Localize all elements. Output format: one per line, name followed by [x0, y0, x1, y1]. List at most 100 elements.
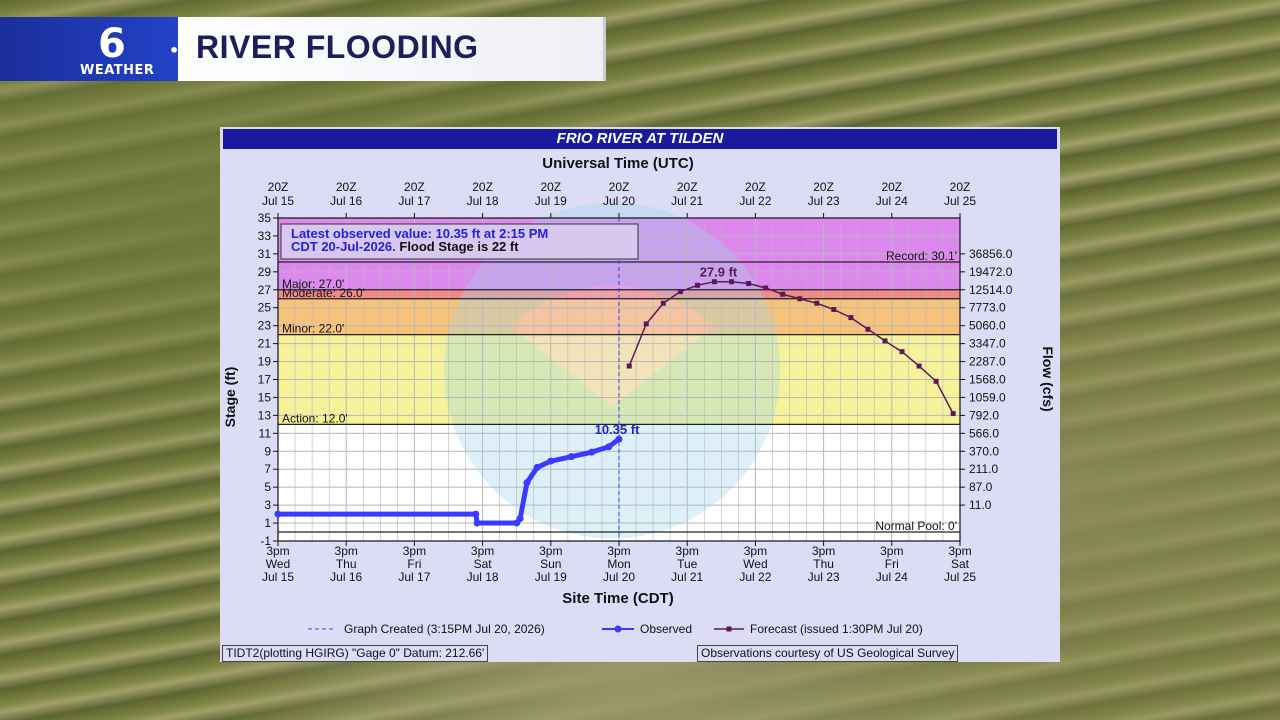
top-tick-label: 20Z — [404, 180, 425, 194]
forecast-point — [797, 296, 803, 302]
top-tick-label: 20Z — [472, 180, 493, 194]
bottom-tick-time: 3pm — [403, 544, 426, 558]
observed-point — [472, 510, 480, 518]
bottom-tick-date: Jul 20 — [603, 570, 635, 584]
banner-title: RIVER FLOODING — [196, 29, 479, 65]
info-line-2b: Flood Stage is 22 ft — [396, 239, 519, 254]
observed-point — [605, 443, 613, 451]
top-tick-date: Jul 20 — [603, 194, 635, 208]
header-banner: 6 WEATHER • RIVER FLOODING — [0, 17, 606, 81]
legend-observed-label: Observed — [640, 622, 692, 636]
flow-tick-label: 11.0 — [969, 498, 992, 512]
flow-tick-label: 792.0 — [969, 408, 999, 422]
forecast-point — [763, 285, 769, 291]
y-tick-label: 27 — [258, 283, 272, 297]
forecast-point — [677, 289, 683, 295]
top-tick-date: Jul 18 — [467, 194, 499, 208]
flow-tick-label: 211.0 — [969, 462, 998, 476]
y-tick-label: 23 — [258, 319, 272, 333]
bottom-tick-time: 3pm — [948, 544, 971, 558]
series: 10.35 ft 27.9 ft — [274, 218, 956, 541]
bottom-tick-time: 3pm — [471, 544, 494, 558]
bottom-tick-day: Fri — [885, 557, 899, 571]
flow-tick-label: 12514.0 — [969, 283, 1013, 297]
legend-observed-dot — [614, 625, 622, 633]
watermark-bird — [509, 285, 715, 407]
threshold-label: Record: 30.1' — [886, 249, 957, 263]
threshold-label: Minor: 22.0' — [282, 322, 344, 336]
threshold-label: Moderate: 26.0' — [282, 286, 365, 300]
top-tick-label: 20Z — [881, 180, 902, 194]
bottom-tick-day: Thu — [813, 557, 834, 571]
observed-point — [523, 479, 531, 487]
flow-tick-label: 87.0 — [969, 480, 993, 494]
forecast-point — [899, 349, 905, 355]
forecast-point — [933, 378, 939, 384]
bottom-tick-day: Wed — [266, 557, 290, 571]
y-tick-label: 25 — [258, 301, 272, 315]
bottom-tick-time: 3pm — [744, 544, 767, 558]
bottom-tick-time: 3pm — [335, 544, 358, 558]
y-tick-label: 3 — [264, 498, 271, 512]
logo-word: WEATHER — [80, 63, 155, 78]
bottom-tick-time: 3pm — [880, 544, 903, 558]
forecast-point — [950, 411, 956, 417]
y-tick-label: 19 — [258, 355, 272, 369]
forecast-point — [626, 363, 632, 369]
top-tick-date: Jul 21 — [671, 194, 703, 208]
bottom-tick-day: Wed — [743, 557, 767, 571]
forecast-point — [643, 321, 649, 327]
flow-tick-label: 370.0 — [969, 444, 999, 458]
top-tick-label: 20Z — [540, 180, 561, 194]
bottom-tick-date: Jul 16 — [330, 570, 362, 584]
bottom-tick-time: 3pm — [607, 544, 630, 558]
bottom-tick-date: Jul 17 — [398, 570, 430, 584]
top-tick-date: Jul 16 — [330, 194, 362, 208]
bottom-tick-day: Tue — [677, 557, 698, 571]
observed-point — [615, 435, 623, 443]
observed-point — [533, 463, 541, 471]
top-tick-label: 20Z — [813, 180, 834, 194]
axes: -1135791113151719212325272931333536856.0… — [258, 180, 1013, 584]
bottom-tick-date: Jul 15 — [262, 570, 294, 584]
bottom-tick-time: 3pm — [676, 544, 699, 558]
forecast-point — [831, 307, 837, 313]
forecast-point — [694, 282, 700, 288]
info-line-2: CDT 20-Jul-2026. Flood Stage is 22 ft — [291, 239, 519, 254]
utc-axis-title: Universal Time (UTC) — [542, 155, 693, 172]
y-tick-label: 29 — [258, 265, 272, 279]
y-tick-label: 17 — [258, 373, 272, 387]
y-tick-label: 9 — [264, 444, 271, 458]
y-tick-label: 7 — [264, 462, 271, 476]
observed-point — [473, 519, 481, 527]
logo-number: 6 — [98, 21, 126, 67]
top-tick-date: Jul 24 — [876, 194, 908, 208]
bottom-tick-date: Jul 24 — [876, 570, 908, 584]
info-line-1: Latest observed value: 10.35 ft at 2:15 … — [291, 226, 548, 241]
legend-created-label: Graph Created (3:15PM Jul 20, 2026) — [344, 622, 545, 636]
y-tick-label: 11 — [259, 426, 272, 440]
datum-footer: TIDT2(plotting HGIRG) "Gage 0" Datum: 21… — [222, 645, 489, 662]
y-tick-label: 35 — [258, 211, 272, 225]
top-tick-label: 20Z — [745, 180, 766, 194]
flow-tick-label: 1059.0 — [969, 390, 1006, 404]
flow-tick-label: 566.0 — [969, 426, 999, 440]
top-tick-label: 20Z — [609, 180, 630, 194]
forecast-point — [848, 315, 854, 321]
bottom-tick-day: Fri — [407, 557, 421, 571]
threshold-label: Normal Pool: 0' — [875, 519, 957, 533]
y-tick-label: 13 — [258, 408, 272, 422]
forecast-point — [729, 279, 735, 285]
observed-point — [274, 510, 282, 518]
y-tick-label: 1 — [264, 516, 271, 530]
threshold-label: Action: 12.0' — [282, 411, 348, 425]
flow-tick-label: 5060.0 — [969, 319, 1006, 333]
forecast-point — [660, 300, 666, 306]
bottom-tick-day: Sat — [474, 557, 493, 571]
forecast-point — [780, 291, 786, 297]
top-tick-date: Jul 17 — [398, 194, 430, 208]
bottom-tick-time: 3pm — [539, 544, 562, 558]
y-tick-label: 31 — [258, 247, 272, 261]
bottom-tick-day: Sun — [540, 557, 561, 571]
info-line-2a: CDT 20-Jul-2026. — [291, 239, 396, 254]
